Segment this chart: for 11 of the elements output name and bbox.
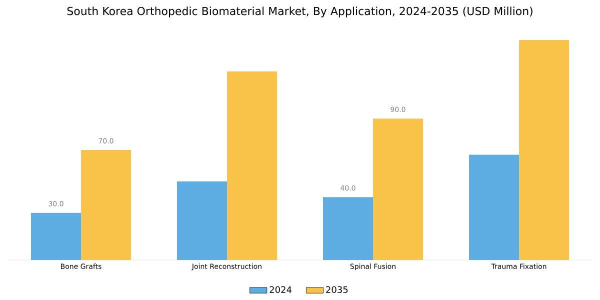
chart-title: South Korea Orthopedic Biomaterial Market, By Application, 2024-2035 (USD Million) [67,6,532,18]
bar [31,212,81,260]
bar [519,40,570,260]
bar [177,181,227,260]
bar [227,71,278,260]
bar [323,197,373,260]
bar [373,118,423,260]
legend-label: 2024 [270,286,292,294]
bar [81,150,131,260]
bar [469,154,520,260]
legend-label: 2035 [326,286,348,294]
